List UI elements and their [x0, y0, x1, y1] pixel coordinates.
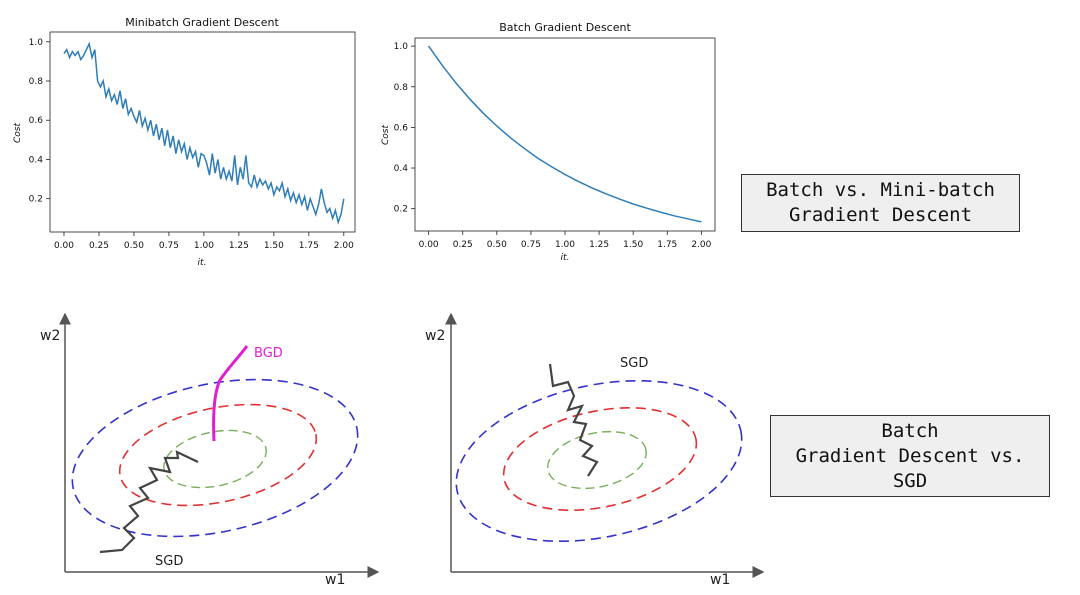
chart1-title: Minibatch Gradient Descent — [125, 16, 279, 29]
chart2-ytick-label: 0.2 — [394, 205, 408, 215]
right-outer-contour — [455, 379, 743, 543]
left-sgd-path — [99, 450, 199, 554]
chart1-ytick-label: 0.6 — [29, 116, 44, 126]
bgd-label: BGD — [254, 346, 283, 361]
chart2-ytick-label: 0.4 — [394, 164, 409, 174]
chart1-xtick-label: 0.25 — [89, 241, 109, 251]
chart2-ytick-label: 0.6 — [394, 123, 409, 133]
chart2-frame — [414, 37, 716, 232]
right-w2-label: w2 — [425, 328, 445, 344]
left-outer-contour — [71, 378, 359, 538]
right-sgd-label: SGD — [620, 356, 648, 371]
chart1-ytick-label: 0.8 — [29, 77, 44, 87]
chart2-xtick-label: 1.25 — [589, 240, 609, 250]
caption-box-batch-vs-sgd: Batch Gradient Descent vs. SGD — [770, 415, 1050, 497]
caption2-line2: Gradient Descent vs. — [795, 444, 1025, 467]
chart1-xtick-label: 1.75 — [299, 241, 319, 251]
chart1-xtick-label: 1.50 — [264, 241, 284, 251]
minibatch-chart: Minibatch Gradient Descent 0.00 0.25 0.50 0… — [13, 16, 356, 268]
chart1-series-line — [63, 41, 345, 225]
chart1-xtick-label: 0.50 — [124, 241, 144, 251]
chart1-ytick-label: 0.4 — [29, 155, 44, 165]
chart2-title: Batch Gradient Descent — [499, 21, 631, 34]
chart1-xtick-label: 2.00 — [334, 241, 354, 251]
chart1-xtick-label: 0.00 — [54, 241, 74, 251]
right-contour-diagram: w2 w1 SGD — [425, 312, 765, 588]
batch-chart: Batch Gradient Descent 0.00 0.25 0.50 0.75 1… — [381, 21, 716, 263]
chart1-xtick-label: 1.00 — [194, 241, 214, 251]
chart2-ylabel: Cost — [381, 125, 391, 145]
chart2-ytick-label: 1.0 — [394, 42, 409, 52]
chart2-xtick-label: 1.50 — [623, 240, 643, 250]
chart2-xtick-label: 0.25 — [453, 240, 473, 250]
right-middle-contour — [502, 407, 698, 511]
left-w1-label: w1 — [325, 572, 345, 588]
chart2-xtick-label: 1.75 — [657, 240, 677, 250]
chart1-ytick-label: 0.2 — [29, 195, 43, 205]
caption2-line3: SGD — [892, 469, 928, 492]
chart2-xtick-label: 0.75 — [521, 240, 541, 250]
chart1-xlabel: it. — [198, 258, 207, 268]
left-contour-diagram: w2 w1 BGD SGD — [40, 312, 380, 588]
chart2-ytick-label: 0.8 — [394, 83, 409, 93]
caption2-line1: Batch — [881, 419, 939, 442]
chart1-ytick-label: 1.0 — [29, 38, 44, 48]
chart2-xlabel: it. — [561, 253, 570, 263]
chart1-ylabel: Cost — [13, 123, 23, 143]
bgd-path — [212, 345, 249, 442]
chart1-xtick-label: 1.25 — [229, 241, 249, 251]
right-inner-contour — [547, 430, 647, 490]
caption1-line2: Gradient Descent — [788, 204, 973, 226]
caption1-line1: Batch vs. Mini-batch — [766, 179, 995, 201]
chart2-xtick-label: 0.50 — [487, 240, 507, 250]
left-w2-label: w2 — [40, 328, 60, 344]
left-middle-contour — [118, 403, 318, 507]
chart2-xtick-label: 0.00 — [419, 240, 439, 250]
chart2-ticks: 0.00 0.25 0.50 0.75 1.00 1.25 1.50 1.75 2.00 0.2 0… — [394, 42, 712, 250]
chart2-xtick-label: 2.00 — [691, 240, 711, 250]
chart2-xtick-label: 1.00 — [555, 240, 575, 250]
chart2-series-line — [427, 45, 702, 223]
chart1-xtick-label: 0.75 — [159, 241, 179, 251]
left-sgd-label: SGD — [155, 554, 183, 569]
right-sgd-path — [548, 363, 599, 477]
right-w1-label: w1 — [710, 572, 730, 588]
caption-box-batch-vs-minibatch: Batch vs. Mini-batch Gradient Descent — [741, 174, 1020, 232]
chart1-ticks: 0.00 0.25 0.50 0.75 1.00 1.25 1.50 1.75 2.00 0.2 0… — [29, 38, 354, 251]
chart1-frame — [49, 31, 356, 233]
